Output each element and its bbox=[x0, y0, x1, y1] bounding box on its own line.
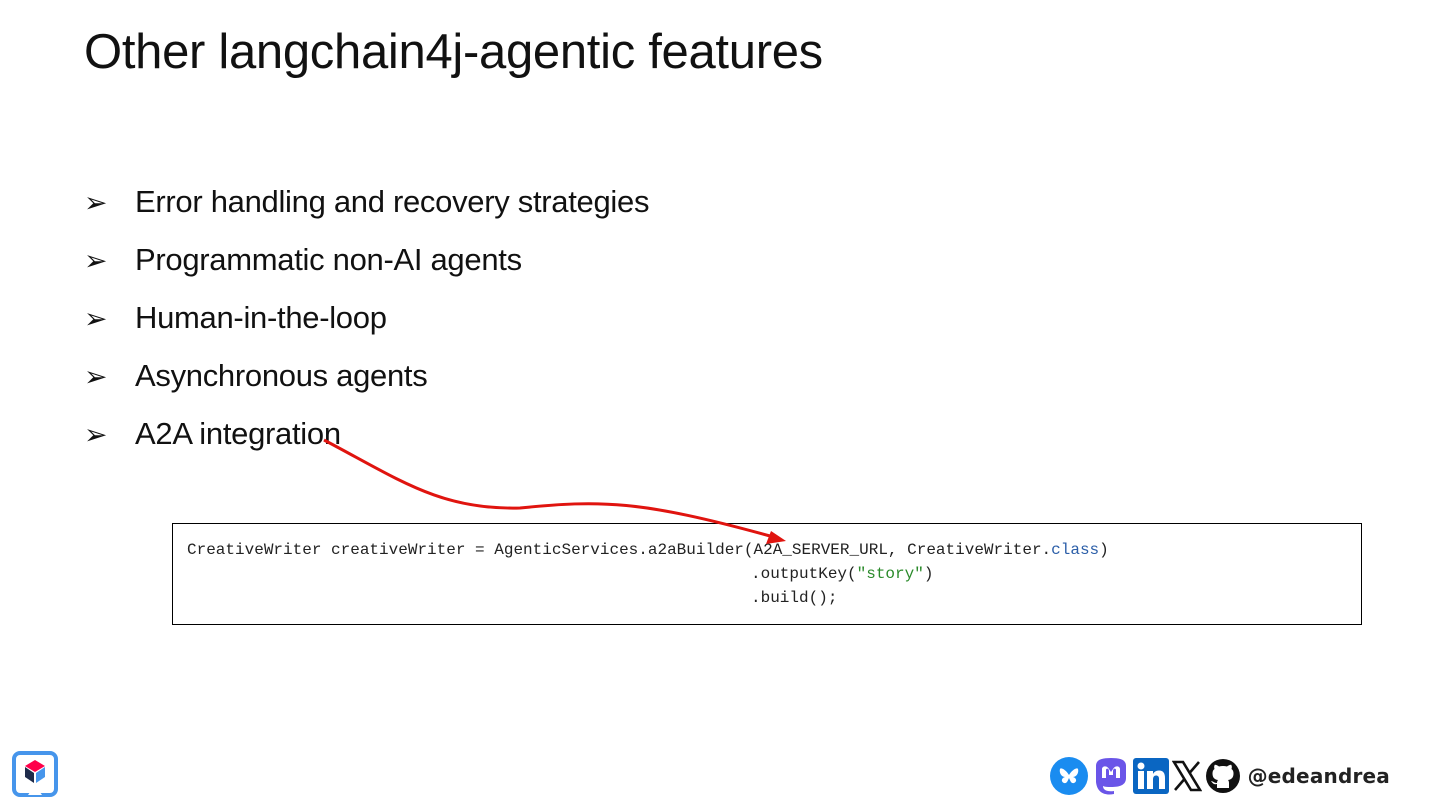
code-keyword: class bbox=[1051, 541, 1100, 559]
mastodon-icon[interactable] bbox=[1092, 756, 1130, 796]
code-line-2: .outputKey("story") bbox=[187, 562, 1361, 586]
bullet-arrow-icon: ➢ bbox=[84, 185, 108, 219]
bullet-item: ➢ Error handling and recovery strategies bbox=[84, 173, 649, 231]
bluesky-icon[interactable] bbox=[1049, 756, 1089, 796]
bullet-arrow-icon: ➢ bbox=[84, 417, 108, 451]
code-text: .outputKey( bbox=[751, 565, 857, 583]
code-snippet: CreativeWriter creativeWriter = AgenticS… bbox=[172, 523, 1362, 625]
bullet-text: Asynchronous agents bbox=[135, 358, 428, 393]
bullet-text: Programmatic non-AI agents bbox=[135, 242, 522, 277]
bullet-item: ➢ Programmatic non-AI agents bbox=[84, 231, 649, 289]
x-icon[interactable] bbox=[1171, 760, 1202, 792]
bullet-item: ➢ Asynchronous agents bbox=[84, 347, 649, 405]
bullet-text: Error handling and recovery strategies bbox=[135, 184, 650, 219]
linkedin-icon[interactable] bbox=[1132, 758, 1169, 794]
code-line-1: CreativeWriter creativeWriter = AgenticS… bbox=[187, 538, 1361, 562]
code-text: ) bbox=[1099, 541, 1109, 559]
social-handle: @edeandrea bbox=[1247, 764, 1390, 788]
bullet-arrow-icon: ➢ bbox=[84, 301, 108, 335]
code-text: ) bbox=[923, 565, 934, 583]
bullet-text: Human-in-the-loop bbox=[135, 300, 387, 335]
bullet-arrow-icon: ➢ bbox=[84, 243, 108, 277]
code-line-3: .build(); bbox=[187, 586, 1361, 610]
quarkus-logo-icon bbox=[12, 751, 58, 797]
bullet-text: A2A integration bbox=[135, 416, 341, 451]
code-text: .build(); bbox=[751, 589, 838, 607]
bullet-arrow-icon: ➢ bbox=[84, 359, 108, 393]
bullet-item: ➢ Human-in-the-loop bbox=[84, 289, 649, 347]
social-links: @edeandrea bbox=[1049, 756, 1390, 796]
bullet-item: ➢ A2A integration bbox=[84, 405, 649, 463]
bullet-list: ➢ Error handling and recovery strategies… bbox=[84, 173, 649, 463]
code-text: CreativeWriter creativeWriter = AgenticS… bbox=[187, 541, 1052, 559]
github-icon[interactable] bbox=[1205, 758, 1241, 794]
slide-title: Other langchain4j-agentic features bbox=[84, 25, 823, 79]
code-string: "story" bbox=[856, 565, 924, 583]
